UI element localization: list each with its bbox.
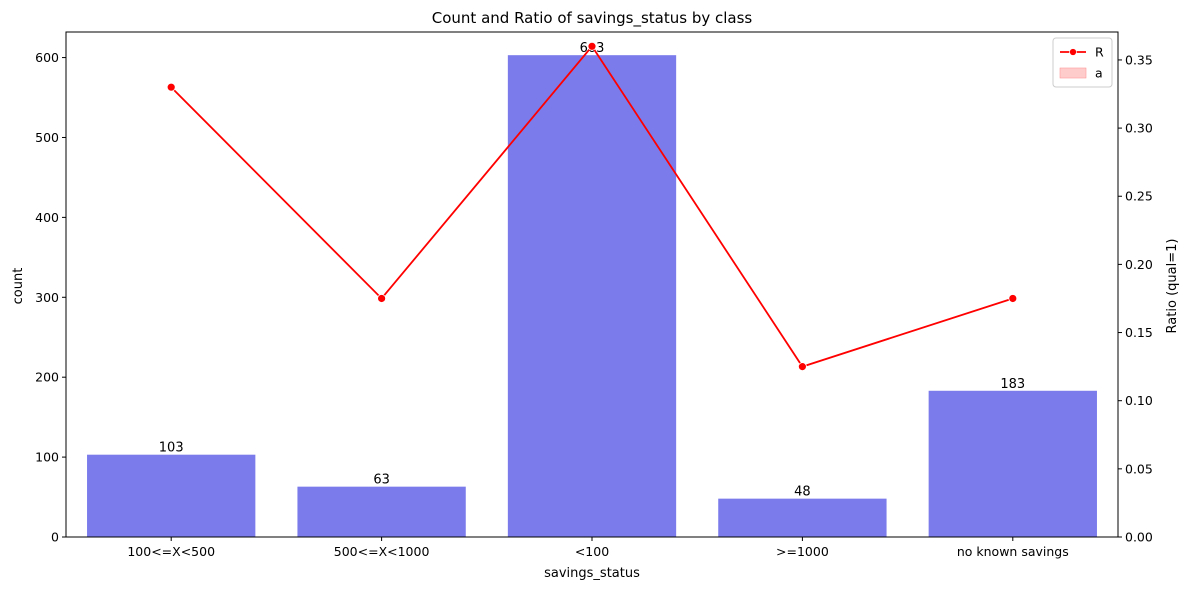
x-axis-label: savings_status <box>544 566 640 581</box>
y2-tick-label: 0.30 <box>1125 121 1153 136</box>
bar <box>87 454 256 537</box>
y-tick-label: 0 <box>51 530 59 545</box>
y2-tick-label: 0.05 <box>1125 461 1153 476</box>
y-tick-label: 100 <box>35 450 59 465</box>
x-tick-label: 500<=X<1000 <box>334 544 430 559</box>
y-tick-label: 200 <box>35 370 59 385</box>
bar <box>297 486 466 537</box>
y2-tick-label: 0.35 <box>1125 52 1153 67</box>
legend-label: R <box>1095 45 1104 60</box>
y-tick-label: 500 <box>35 130 59 145</box>
y-tick-label: 300 <box>35 290 59 305</box>
ratio-point <box>1008 294 1018 303</box>
bar <box>718 498 887 537</box>
ratio-point <box>798 362 807 372</box>
y-tick-label: 600 <box>35 50 59 65</box>
x-tick-label: <100 <box>575 544 609 559</box>
y2-tick-label: 0.25 <box>1125 189 1153 204</box>
y-tick-label: 400 <box>35 210 59 225</box>
x-tick-label: no known savings <box>957 544 1069 559</box>
bar-series <box>87 55 1097 537</box>
y2-tick-label: 0.15 <box>1125 325 1153 340</box>
legend-patch-icon <box>1059 67 1087 79</box>
y-right-ticks: 0.00 0.05 0.10 0.15 0.20 0.25 0.30 0.35 <box>1118 52 1153 545</box>
data-label: 183 <box>1000 377 1025 392</box>
y2-axis-label: Ratio (qual=1) <box>1165 239 1180 334</box>
ratio-point <box>587 41 597 51</box>
bar <box>928 390 1097 537</box>
legend-label: a <box>1095 66 1103 81</box>
y2-tick-label: 0.10 <box>1125 393 1153 408</box>
y-left-ticks: 0 100 200 300 400 500 600 <box>35 50 66 545</box>
ratio-line-series <box>166 41 1018 372</box>
legend-marker-icon <box>1069 48 1077 56</box>
ratio-point <box>166 82 176 92</box>
x-ticks: 100<=X<500 500<=X<1000 <100 >=1000 no known … <box>127 537 1069 559</box>
data-label: 103 <box>159 441 184 456</box>
chart-title: Count and Ratio of savings_status by cla… <box>432 9 753 28</box>
legend: Ra <box>1052 37 1113 88</box>
data-label: 48 <box>794 485 811 500</box>
y-axis-label: count <box>11 268 26 305</box>
y2-tick-label: 0.00 <box>1125 530 1153 545</box>
y2-tick-label: 0.20 <box>1125 257 1153 272</box>
x-tick-label: >=1000 <box>776 544 829 559</box>
bar <box>507 55 677 537</box>
x-tick-label: 100<=X<500 <box>127 544 215 559</box>
ratio-point <box>377 294 387 303</box>
data-label: 63 <box>373 473 390 488</box>
